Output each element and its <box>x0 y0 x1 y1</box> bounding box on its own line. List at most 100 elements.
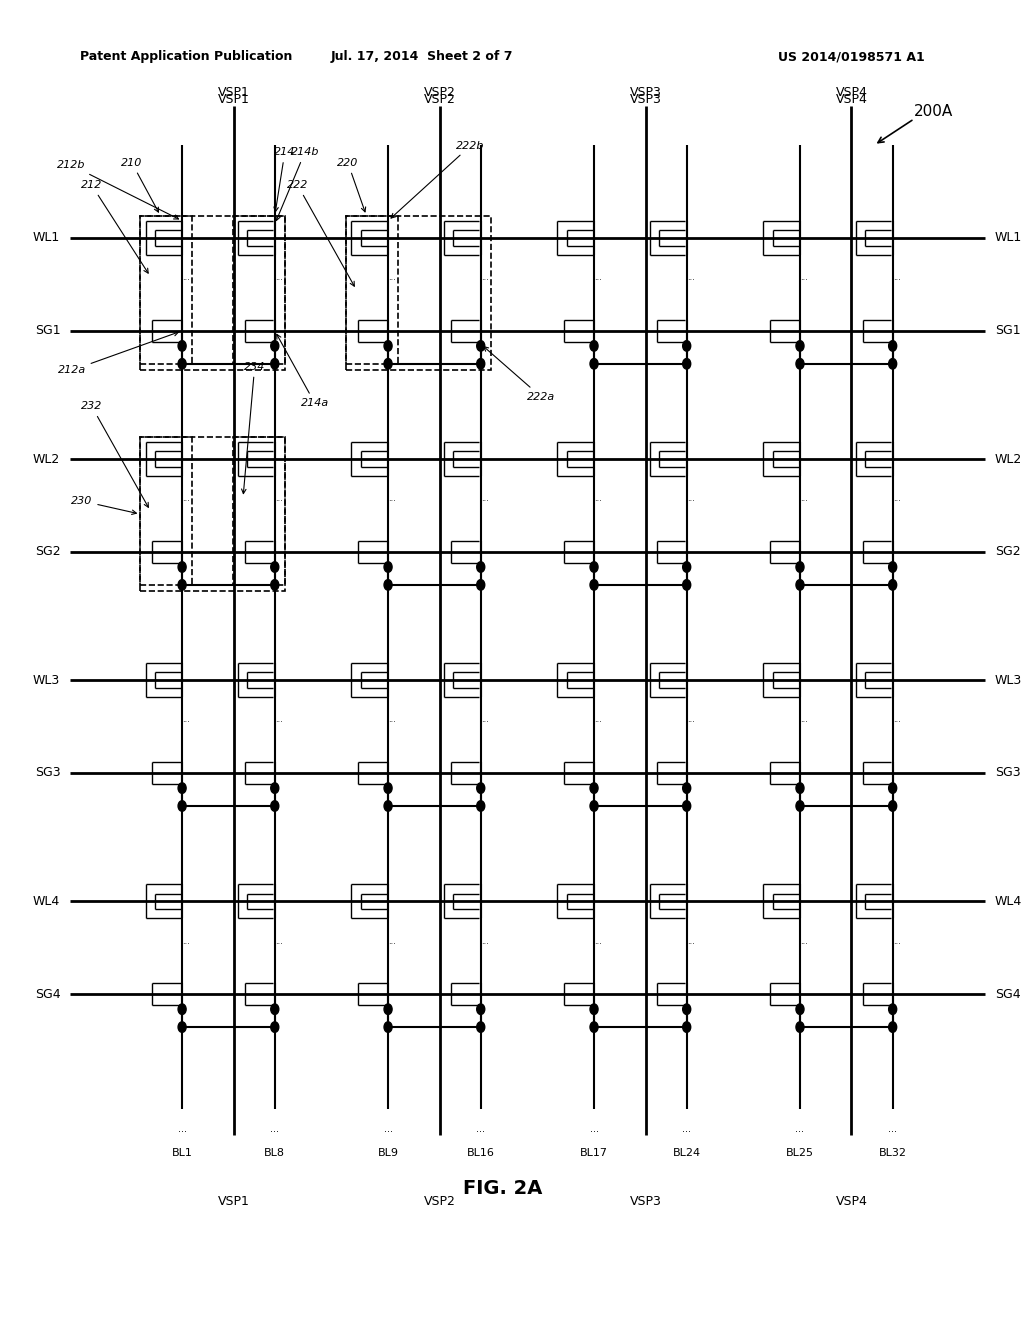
Text: ...: ... <box>800 273 808 282</box>
Text: ...: ... <box>800 495 808 503</box>
Text: SG3: SG3 <box>994 767 1020 780</box>
Text: VSP4: VSP4 <box>836 86 867 99</box>
Circle shape <box>178 562 186 573</box>
Circle shape <box>683 562 691 573</box>
Circle shape <box>178 801 186 812</box>
Text: 222b: 222b <box>391 140 485 218</box>
Bar <box>140 437 285 591</box>
Text: ...: ... <box>274 495 283 503</box>
Text: ...: ... <box>594 715 602 725</box>
Circle shape <box>796 579 804 590</box>
Text: ...: ... <box>800 715 808 725</box>
Text: VSP1: VSP1 <box>218 92 250 106</box>
Bar <box>140 437 193 585</box>
Circle shape <box>270 1005 279 1015</box>
Text: 212a: 212a <box>57 331 178 375</box>
Text: WL3: WL3 <box>33 673 60 686</box>
Text: ...: ... <box>594 273 602 282</box>
Text: ...: ... <box>384 1123 392 1134</box>
Circle shape <box>270 1022 279 1032</box>
Circle shape <box>683 1022 691 1032</box>
Text: ...: ... <box>893 495 901 503</box>
Text: WL3: WL3 <box>994 673 1022 686</box>
Text: 212b: 212b <box>57 160 178 219</box>
Circle shape <box>590 579 598 590</box>
Circle shape <box>796 801 804 812</box>
Text: BL25: BL25 <box>786 1148 814 1159</box>
Circle shape <box>796 562 804 573</box>
Text: BL24: BL24 <box>673 1148 700 1159</box>
Text: VSP3: VSP3 <box>630 86 662 99</box>
Text: ...: ... <box>682 1123 691 1134</box>
Text: Jul. 17, 2014  Sheet 2 of 7: Jul. 17, 2014 Sheet 2 of 7 <box>331 50 513 63</box>
Text: ...: ... <box>590 1123 598 1134</box>
Text: 234: 234 <box>242 362 265 494</box>
Circle shape <box>683 359 691 370</box>
Bar <box>346 215 490 371</box>
Text: BL1: BL1 <box>172 1148 193 1159</box>
Text: ...: ... <box>270 1123 280 1134</box>
Text: 214b: 214b <box>276 147 319 220</box>
Circle shape <box>270 359 279 370</box>
Circle shape <box>683 783 691 793</box>
Circle shape <box>889 562 897 573</box>
Circle shape <box>590 801 598 812</box>
Text: ...: ... <box>893 715 901 725</box>
Bar <box>233 215 285 364</box>
Text: SG3: SG3 <box>35 767 60 780</box>
Bar <box>140 215 193 364</box>
Text: SG1: SG1 <box>994 325 1020 338</box>
Text: VSP1: VSP1 <box>218 1195 250 1208</box>
Circle shape <box>889 341 897 351</box>
Circle shape <box>683 341 691 351</box>
Circle shape <box>477 1005 484 1015</box>
Circle shape <box>384 359 392 370</box>
Circle shape <box>889 579 897 590</box>
Circle shape <box>683 1005 691 1015</box>
Text: VSP2: VSP2 <box>424 1195 456 1208</box>
Circle shape <box>178 359 186 370</box>
Text: ...: ... <box>893 273 901 282</box>
Circle shape <box>590 562 598 573</box>
Circle shape <box>889 1005 897 1015</box>
Text: ...: ... <box>796 1123 805 1134</box>
Circle shape <box>270 783 279 793</box>
Circle shape <box>384 579 392 590</box>
Text: ...: ... <box>388 937 396 945</box>
Text: VSP1: VSP1 <box>218 86 250 99</box>
Text: ...: ... <box>182 715 190 725</box>
Text: BL16: BL16 <box>467 1148 495 1159</box>
Circle shape <box>384 341 392 351</box>
Text: ...: ... <box>388 273 396 282</box>
Text: VSP3: VSP3 <box>630 92 662 106</box>
Circle shape <box>683 579 691 590</box>
Bar <box>233 437 285 585</box>
Circle shape <box>384 562 392 573</box>
Text: BL17: BL17 <box>580 1148 608 1159</box>
Text: VSP4: VSP4 <box>836 92 867 106</box>
Text: WL4: WL4 <box>33 895 60 908</box>
Text: ...: ... <box>476 1123 485 1134</box>
Text: ...: ... <box>388 715 396 725</box>
Circle shape <box>270 801 279 812</box>
Text: ...: ... <box>481 273 488 282</box>
Text: US 2014/0198571 A1: US 2014/0198571 A1 <box>777 50 925 63</box>
Text: SG1: SG1 <box>35 325 60 338</box>
Text: ...: ... <box>274 715 283 725</box>
Text: BL32: BL32 <box>879 1148 906 1159</box>
Text: ...: ... <box>182 937 190 945</box>
Text: ...: ... <box>388 495 396 503</box>
Circle shape <box>796 359 804 370</box>
Text: ...: ... <box>481 495 488 503</box>
Text: WL2: WL2 <box>33 453 60 466</box>
Circle shape <box>477 783 484 793</box>
Circle shape <box>796 341 804 351</box>
Text: 232: 232 <box>81 401 148 507</box>
Bar <box>346 215 398 364</box>
Text: 210: 210 <box>121 158 159 213</box>
Circle shape <box>270 562 279 573</box>
Circle shape <box>590 341 598 351</box>
Text: ...: ... <box>274 937 283 945</box>
Text: WL1: WL1 <box>994 231 1022 244</box>
Circle shape <box>178 1022 186 1032</box>
